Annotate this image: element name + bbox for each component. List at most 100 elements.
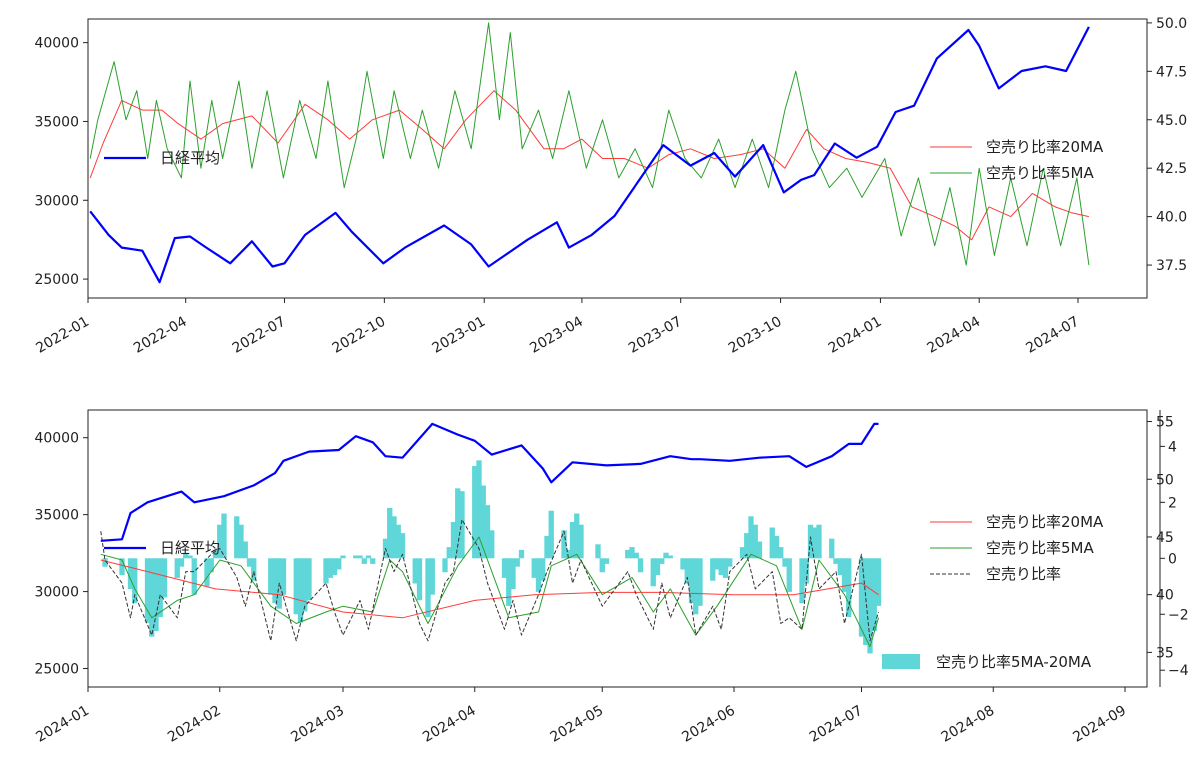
bar-5ma-20ma — [387, 507, 393, 559]
bar-5ma-20ma — [833, 558, 839, 564]
bar-5ma-20ma — [102, 558, 108, 567]
bar-5ma-20ma — [476, 460, 482, 559]
bar-5ma-20ma — [365, 555, 372, 559]
bar-5ma-20ma — [306, 558, 312, 601]
bar-5ma-20ma — [540, 558, 546, 581]
bar-5ma-20ma — [744, 533, 750, 559]
bar-5ma-20ma — [506, 558, 512, 606]
bar-5ma-20ma — [841, 558, 848, 592]
legend-label: 空売り比率5MA — [986, 539, 1094, 557]
bar-5ma-20ma — [501, 558, 508, 578]
y-left-tick-label: 35000 — [34, 114, 79, 130]
y-left-tick-label: 30000 — [34, 585, 79, 601]
series-line-ma20 — [89, 90, 1090, 241]
bar-5ma-20ma — [778, 547, 784, 559]
bar-5ma-20ma — [756, 541, 763, 559]
bar-5ma-20ma — [535, 558, 542, 592]
bar-5ma-20ma — [412, 558, 418, 584]
bar-5ma-20ma — [739, 547, 746, 559]
bar-5ma-20ma — [654, 558, 661, 576]
x-tick-label: 2022-10 — [330, 314, 389, 357]
legend-label: 空売り比率20MA — [986, 513, 1104, 531]
bar-5ma-20ma — [302, 558, 308, 612]
bar-5ma-20ma — [361, 558, 367, 564]
bar-5ma-20ma — [455, 488, 461, 559]
top-panel: 2022-01 2022-04 2022-07 2022-10 2023-01 2023-… — [33, 16, 1187, 357]
legend-label-nikkei: 日経平均 — [160, 539, 220, 557]
bar-5ma-20ma — [548, 510, 554, 559]
bar-5ma-20ma — [132, 558, 138, 604]
x-tick-label: 2024-06 — [679, 703, 738, 746]
y-inner-tick-label: 55 — [1156, 415, 1174, 431]
bar-5ma-20ma — [803, 558, 809, 584]
bar-5ma-20ma — [773, 535, 780, 559]
x-tick-label: 2024-03 — [288, 703, 347, 746]
y-inner-tick-label: 45 — [1156, 530, 1174, 546]
bar-5ma-20ma — [450, 521, 457, 559]
bar-5ma-20ma — [625, 549, 631, 559]
x-tick-label: 2022-07 — [230, 314, 289, 357]
bar-5ma-20ma — [829, 538, 835, 559]
bar-5ma-20ma — [459, 491, 465, 559]
bar-5ma-20ma — [446, 547, 452, 559]
bar-5ma-20ma — [353, 555, 359, 559]
bar-5ma-20ma — [680, 558, 686, 570]
bar-5ma-20ma — [327, 558, 333, 578]
series-line-ma5 — [89, 22, 1090, 266]
y-right-tick-label: 40.0 — [1156, 210, 1187, 226]
bar-5ma-20ma — [561, 530, 567, 559]
bar-5ma-20ma — [336, 558, 342, 570]
legend-label: 空売り比率 — [986, 565, 1061, 583]
y-right-tick-label: 42.5 — [1156, 161, 1187, 177]
y-left-tick-label: 35000 — [34, 508, 79, 524]
legend-label: 空売り比率5MA — [986, 164, 1094, 182]
series-line-ma20 — [100, 559, 879, 619]
bar-5ma-20ma — [331, 558, 338, 576]
bar-5ma-20ma — [429, 558, 435, 595]
bar-5ma-20ma — [357, 555, 363, 559]
y-outer-tick-label: −4 — [1168, 663, 1189, 679]
y-right-tick-label: 45.0 — [1156, 113, 1187, 129]
bar-5ma-20ma — [569, 521, 576, 559]
y-right-tick-label: 50.0 — [1156, 16, 1187, 32]
bar-5ma-20ma — [799, 558, 805, 604]
bar-5ma-20ma — [518, 549, 525, 559]
bar-5ma-20ma — [234, 516, 240, 559]
bar-5ma-20ma — [178, 558, 185, 567]
x-tick-label: 2022-04 — [131, 314, 190, 357]
x-tick-label: 2024-07 — [1023, 314, 1082, 357]
y-outer-tick-label: 0 — [1168, 551, 1177, 567]
bar-5ma-20ma — [221, 513, 227, 559]
bar-5ma-20ma — [603, 558, 610, 564]
bar-5ma-20ma — [149, 558, 155, 637]
bar-5ma-20ma — [472, 465, 478, 559]
bar-5ma-20ma — [212, 549, 219, 559]
y-left-tick-label: 40000 — [34, 36, 79, 52]
bar-5ma-20ma — [544, 535, 550, 559]
y-left-tick-label: 40000 — [34, 431, 79, 447]
bar-5ma-20ma — [574, 513, 580, 559]
bar-5ma-20ma — [816, 524, 822, 559]
legend-swatch-bars — [882, 654, 920, 669]
bar-5ma-20ma — [395, 524, 401, 559]
x-tick-label: 2023-10 — [726, 314, 785, 357]
bar-5ma-20ma — [484, 505, 491, 559]
x-tick-label: 2024-01 — [33, 703, 92, 746]
bar-5ma-20ma — [480, 485, 486, 559]
bar-5ma-20ma — [697, 558, 703, 606]
y-right-tick-label: 37.5 — [1156, 258, 1187, 274]
x-tick-label: 2023-07 — [626, 314, 685, 357]
bar-5ma-20ma — [637, 558, 644, 573]
bar-5ma-20ma — [578, 524, 584, 559]
bar-5ma-20ma — [157, 558, 163, 618]
bar-5ma-20ma — [650, 558, 656, 587]
bar-5ma-20ma — [268, 558, 274, 595]
x-tick-label: 2024-09 — [1070, 703, 1129, 746]
legend-label-nikkei: 日経平均 — [160, 149, 220, 167]
bar-5ma-20ma — [323, 558, 329, 584]
bar-5ma-20ma — [858, 558, 865, 637]
bar-5ma-20ma — [144, 558, 151, 623]
bar-5ma-20ma — [161, 558, 168, 598]
bar-5ma-20ma — [399, 533, 406, 559]
